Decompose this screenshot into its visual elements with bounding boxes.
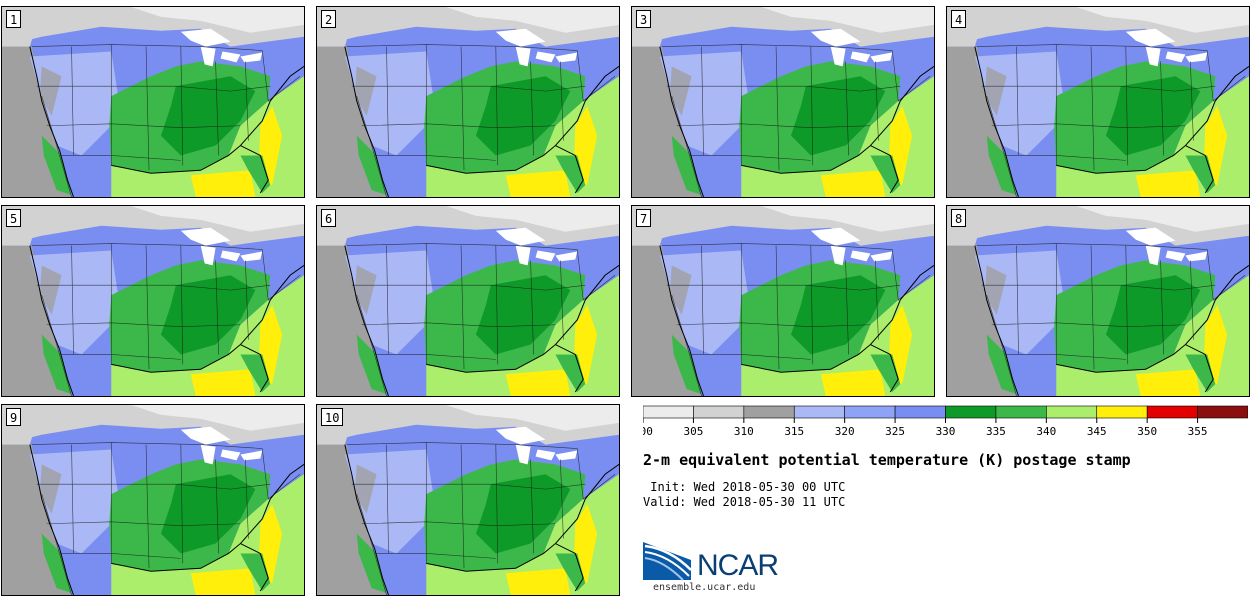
colorbar-swatch [1096,405,1148,419]
colorbar-tick-label: 300 [643,425,653,438]
colorbar-swatch [995,405,1047,419]
map-panel: 2 [316,6,620,198]
panel-label: 7 [636,209,652,227]
colorbar-tick-label: 350 [1137,425,1157,438]
colorbar-swatch [844,405,896,419]
ncar-logo-text: NCAR [697,549,779,582]
panel-label: 10 [321,408,344,426]
colorbar-tick-label: 335 [986,425,1006,438]
map-panel: 8 [946,205,1250,397]
init-time: Init: Wed 2018-05-30 00 UTC [643,480,846,494]
colorbar-swatch [894,405,946,419]
panel-label: 5 [6,209,22,227]
panel-label: 2 [321,10,337,28]
map-panel: 9 [1,404,305,596]
panel-label: 9 [6,408,22,426]
map-panel: 3 [631,6,935,198]
colorbar-tick-label: 325 [885,425,905,438]
colorbar-swatch [945,405,997,419]
map-panel: 10 [316,404,620,596]
chart-title: 2-m equivalent potential temperature (K)… [643,451,1131,469]
colorbar-swatch [643,405,694,419]
colorbar-tick-label: 330 [936,425,956,438]
panel-label: 6 [321,209,337,227]
panel-label: 1 [6,10,22,28]
colorbar-swatch [1146,405,1198,419]
map-panel: 1 [1,6,305,198]
map-panel: 7 [631,205,935,397]
colorbar-tick-label: 310 [734,425,754,438]
map-panel: 4 [946,6,1250,198]
colorbar-swatch [1046,405,1098,419]
panel-label: 8 [951,209,967,227]
colorbar-swatch [1197,405,1248,419]
map-panel: 6 [316,205,620,397]
valid-time: Valid: Wed 2018-05-30 11 UTC [643,495,846,509]
colorbar-swatch [793,405,845,419]
ncar-logo [643,542,692,581]
colorbar-tick-label: 340 [1036,425,1056,438]
colorbar-swatch [743,405,795,419]
panel-label: 3 [636,10,652,28]
colorbar-tick-label: 345 [1087,425,1107,438]
colorbar-tick-label: 320 [835,425,855,438]
colorbar-tick-label: 355 [1188,425,1208,438]
panel-label: 4 [951,10,967,28]
site-url: ensemble.ucar.edu [653,582,756,593]
colorbar: 300 305 310 315 320 325 330 335 340 345 350 355 [643,405,1248,438]
colorbar-tick-label: 305 [683,425,703,438]
colorbar-tick-label: 315 [784,425,804,438]
map-panel: 5 [1,205,305,397]
colorbar-swatch [693,405,745,419]
